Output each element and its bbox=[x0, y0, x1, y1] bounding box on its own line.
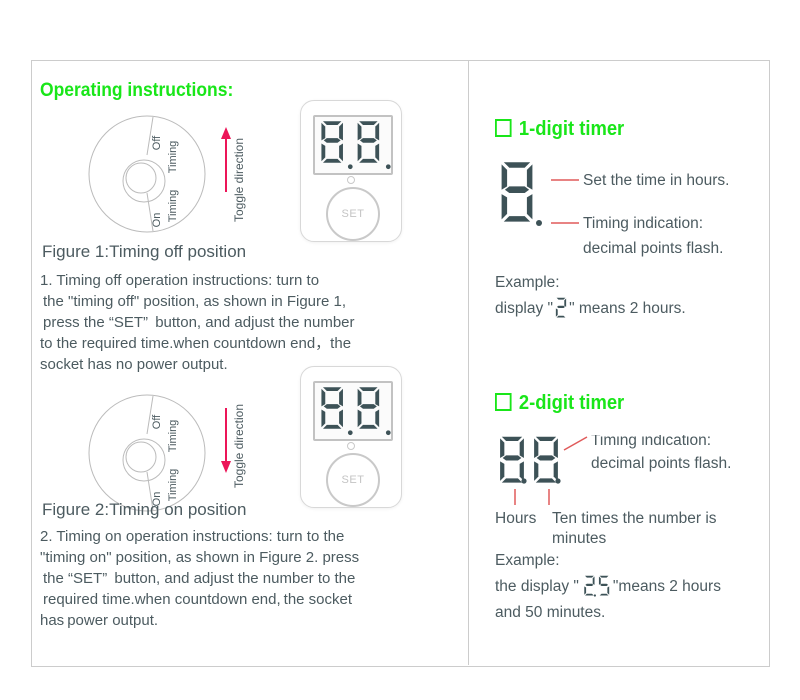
svg-text:Set the time in hours.: Set the time in hours. bbox=[583, 172, 729, 189]
svg-text:decimal points flash.: decimal points flash. bbox=[591, 455, 731, 472]
svg-text:minutes: minutes bbox=[552, 530, 607, 545]
svg-text:Ten times the number is: Ten times the number is bbox=[552, 510, 717, 527]
svg-text:Timing: Timing bbox=[167, 469, 179, 502]
svg-text:Off: Off bbox=[151, 135, 163, 150]
svg-text:Hours: Hours bbox=[495, 510, 537, 527]
svg-text:Timing indication:: Timing indication: bbox=[583, 215, 703, 232]
svg-text:Timing: Timing bbox=[167, 141, 179, 174]
svg-text:Timing: Timing bbox=[167, 420, 179, 453]
svg-text:Timing: Timing bbox=[167, 190, 179, 223]
svg-text:decimal points flash.: decimal points flash. bbox=[583, 240, 723, 257]
svg-text:Timing indication:: Timing indication: bbox=[591, 435, 711, 449]
svg-text:Toggle direction: Toggle direction bbox=[232, 138, 246, 222]
svg-text:On: On bbox=[151, 213, 163, 228]
svg-text:Toggle direction: Toggle direction bbox=[232, 404, 246, 488]
svg-text:Off: Off bbox=[151, 414, 163, 429]
